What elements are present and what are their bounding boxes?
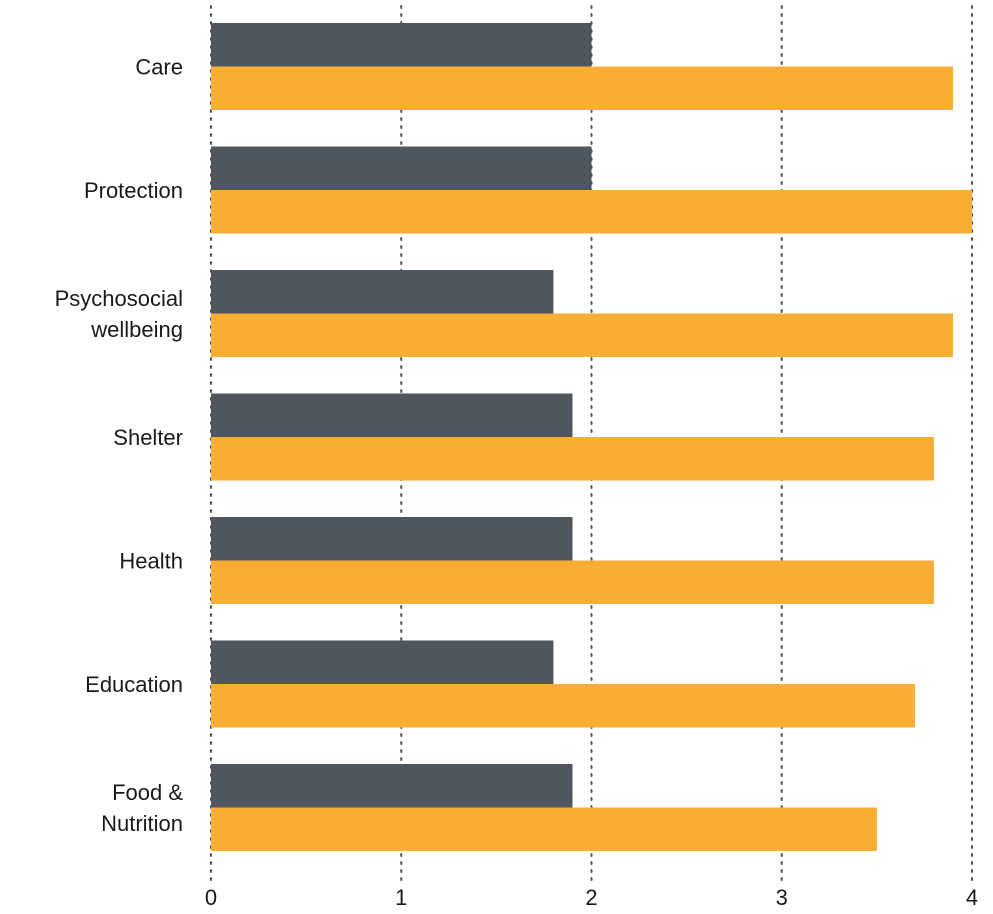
- bar-series2-0: [211, 66, 953, 110]
- bar-series2-4: [211, 560, 934, 604]
- bar-series1-6: [211, 764, 573, 808]
- bar-series2-6: [211, 807, 877, 851]
- category-label-6-line1: Nutrition: [101, 811, 183, 836]
- x-tick-label-2: 2: [585, 885, 597, 910]
- x-tick-label-0: 0: [205, 885, 217, 910]
- category-label-4: Health: [119, 549, 183, 574]
- bar-series2-1: [211, 190, 972, 234]
- category-label-5: Education: [85, 672, 183, 697]
- category-labels: Care Protection Psychosocial wellbeing Shelt…: [55, 55, 184, 837]
- category-label-3: Shelter: [113, 425, 183, 450]
- x-tick-label-1: 1: [395, 885, 407, 910]
- bar-series1-0: [211, 23, 592, 67]
- category-label-6-line0: Food &: [112, 780, 183, 805]
- x-axis-ticks: 0 1 2 3 4: [205, 885, 978, 910]
- bar-series1-1: [211, 146, 592, 191]
- bar-series1-5: [211, 640, 554, 685]
- x-tick-label-4: 4: [966, 885, 978, 910]
- bar-series2-5: [211, 684, 915, 728]
- x-tick-label-3: 3: [776, 885, 788, 910]
- bar-series2-3: [211, 437, 934, 481]
- bars: [211, 23, 972, 851]
- bar-series1-3: [211, 393, 573, 438]
- bar-series1-4: [211, 517, 573, 561]
- category-label-1: Protection: [84, 178, 183, 203]
- category-label-2-line0: Psychosocial: [55, 286, 183, 311]
- bar-series2-2: [211, 313, 953, 357]
- category-label-0: Care: [135, 55, 183, 80]
- bar-series1-2: [211, 270, 554, 314]
- category-label-2-line1: wellbeing: [90, 317, 183, 342]
